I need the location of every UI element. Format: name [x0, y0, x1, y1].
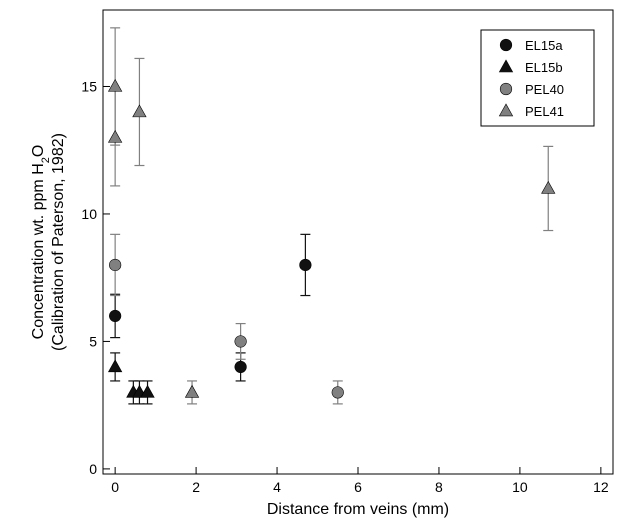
x-tick-label: 6 [354, 479, 362, 495]
y-axis-title-subscript: 2 [40, 157, 52, 163]
legend: EL15a EL15b PEL40 PEL41 [480, 29, 595, 127]
x-tick-label: 12 [593, 479, 609, 495]
legend-label-el15b: EL15b [525, 60, 563, 75]
pel40-point [109, 258, 122, 272]
x-tick-label: 2 [192, 479, 200, 495]
svg-text:Concentration wt. ppm H2O: Concentration wt. ppm H2O [30, 145, 52, 340]
el15a-point [109, 309, 122, 323]
el15b-point [107, 359, 123, 373]
pel41-point [107, 129, 123, 143]
pel41-point [541, 180, 556, 194]
y-axis-title-line1-post: O [30, 145, 47, 157]
x-axis-title: Distance from veins (mm) [267, 501, 449, 518]
y-axis-title-line2: (Calibration of Paterson, 1982) [50, 133, 67, 351]
el15a-point [299, 258, 312, 272]
x-tick-label: 10 [512, 479, 528, 495]
y-tick-label: 10 [81, 206, 97, 222]
pel40-point [331, 386, 344, 399]
el15a-legend-marker [499, 38, 513, 52]
pel41-legend-marker [498, 103, 514, 117]
legend-label-pel40: PEL40 [525, 82, 564, 97]
y-tick-label: 15 [81, 78, 97, 94]
pel40-legend-marker [499, 82, 513, 96]
x-tick-label: 4 [273, 479, 281, 495]
y-tick-label: 0 [89, 461, 97, 477]
x-tick-label: 0 [111, 479, 119, 495]
pel41-point [184, 384, 200, 398]
legend-label-pel41: PEL41 [525, 104, 564, 119]
y-axis-title-line1-pre: Concentration wt. ppm H [30, 163, 47, 339]
legend-items: EL15a EL15b PEL40 PEL41 [498, 38, 564, 119]
legend-box [480, 29, 595, 127]
pel41-point [107, 78, 123, 92]
el15b-legend-marker [498, 59, 514, 73]
pel41-point [132, 104, 147, 118]
data-markers [107, 78, 556, 399]
axis-ticks: 0 2 4 6 8 10 12 0 5 10 15 [81, 78, 608, 495]
y-tick-label: 5 [89, 333, 97, 349]
y-axis-title: Concentration wt. ppm H2O (Calibration o… [30, 133, 67, 351]
el15a-point [234, 360, 247, 374]
legend-label-el15a: EL15a [525, 38, 563, 53]
pel40-point [234, 335, 247, 348]
el15b-point [140, 384, 155, 398]
x-tick-label: 8 [435, 479, 443, 495]
